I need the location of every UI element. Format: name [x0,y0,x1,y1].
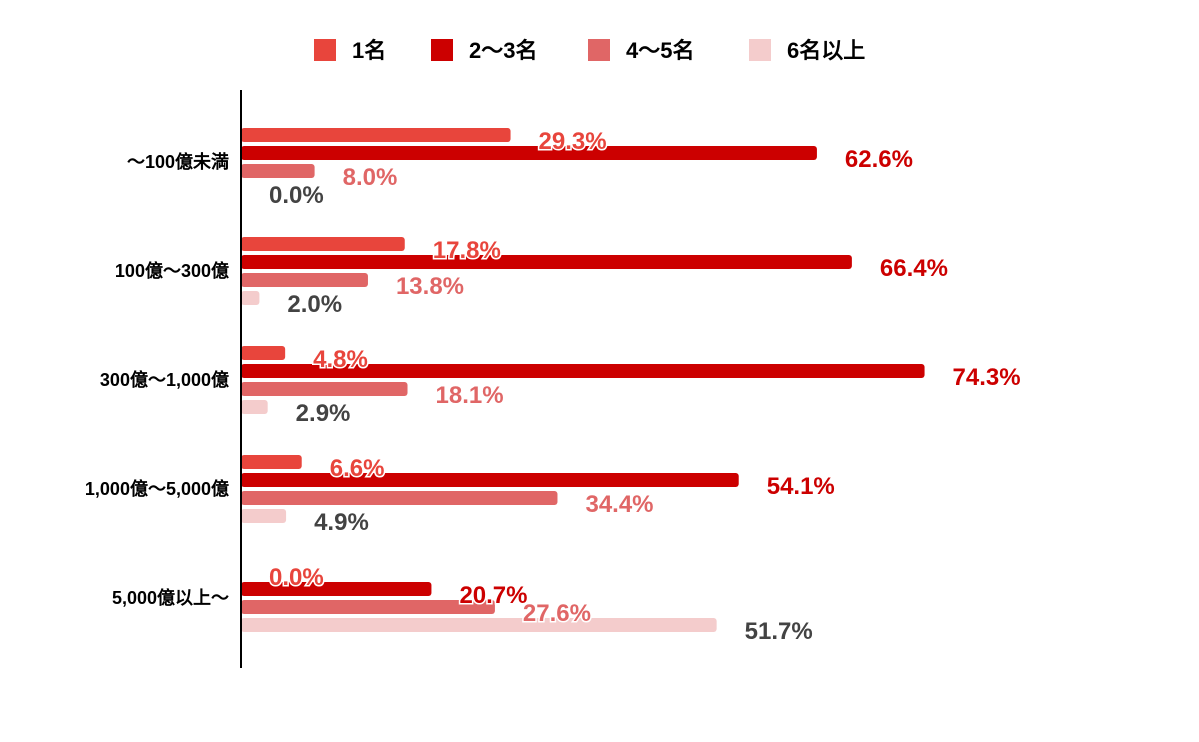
bar-s3-c5 [241,600,495,614]
bars [241,128,925,632]
bar-s2-c1 [241,146,817,160]
data-label-s1-c4: 6.6% [330,455,385,482]
bar-s3-c2 [241,273,368,287]
legend-swatch-4 [749,39,771,61]
legend-label-2: 2～3名 [469,38,537,63]
legend-label-4: 6名以上 [787,38,865,63]
data-label-s4-c1: 0.0% [269,182,324,209]
bar-s2-c4 [241,473,739,487]
bar-s3-c1 [241,164,315,178]
bar-s4-c2 [241,291,260,305]
data-label-s2-c1: 62.6% [845,146,913,173]
bar-s3-c4 [241,491,558,505]
data-label-s2-c4: 54.1% [767,473,835,500]
bar-s4-c5 [241,618,717,632]
bar-s1-c4 [241,455,302,469]
data-labels: 29.3% 62.6% 8.0% 0.0% 17.8% 66.4% 13.8% 2.0% 4.8… [268,127,1023,647]
bar-s4-c3 [241,400,268,414]
bar-s1-c2 [241,237,405,251]
data-label-s2-c2: 66.4% [880,255,948,282]
category-label-2: 100億～300億 [115,260,229,281]
legend-label-3: 4～5名 [626,38,694,63]
data-label-s4-c5: 51.7% [745,618,813,645]
data-label-s4-c2: 2.0% [287,291,342,318]
data-label-s1-c1: 29.3% [539,128,607,155]
data-label-s4-c4: 4.9% [314,509,369,536]
bar-s4-c4 [241,509,287,523]
data-label-s3-c3: 18.1% [436,382,504,409]
data-label-s2-c3: 74.3% [953,364,1021,391]
legend: 1名 2～3名 4～5名 6名以上 [314,38,865,63]
data-label-s3-c4: 34.4% [585,491,653,518]
data-label-s1-c2: 17.8% [433,237,501,264]
data-label-s1-c3: 4.8% [313,346,368,373]
data-label-s1-c5: 0.0% [269,564,324,591]
category-label-5: 5,000億以上～ [112,587,229,608]
bar-s2-c3 [241,364,925,378]
category-label-1: ～100億未満 [127,151,229,172]
data-label-s4-c3: 2.9% [296,400,351,427]
data-label-s3-c1: 8.0% [343,164,398,191]
bar-s2-c2 [241,255,852,269]
data-label-s2-c5: 20.7% [459,582,527,609]
data-label-s3-c5: 27.6% [523,600,591,627]
legend-swatch-1 [314,39,336,61]
legend-label-1: 1名 [352,38,386,63]
category-axis-labels: ～100億未満 100億～300億 300億～1,000億 1,000億～5,000億… [85,151,229,608]
bar-s2-c5 [241,582,432,596]
legend-swatch-3 [588,39,610,61]
category-label-3: 300億～1,000億 [100,369,229,390]
bar-s1-c3 [241,346,286,360]
bar-s3-c3 [241,382,408,396]
bar-s1-c1 [241,128,511,142]
category-label-4: 1,000億～5,000億 [85,478,229,499]
data-label-s3-c2: 13.8% [396,273,464,300]
legend-swatch-2 [431,39,453,61]
